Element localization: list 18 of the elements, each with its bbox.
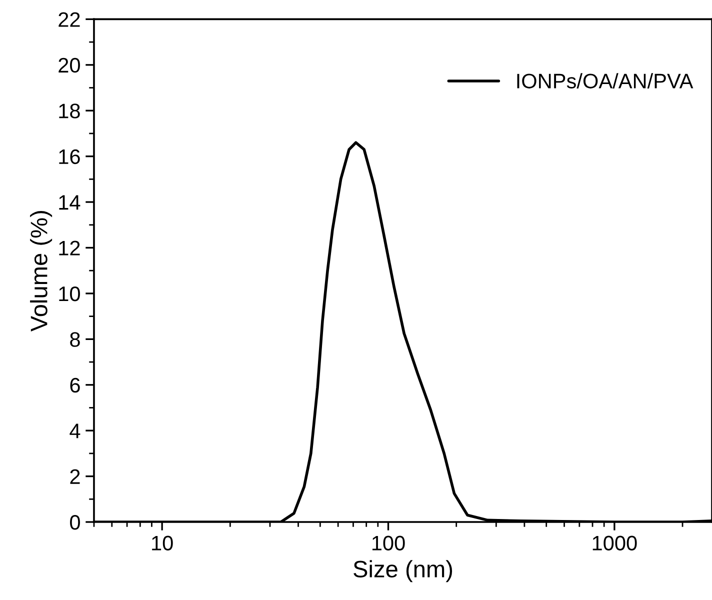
x-tick-label: 1000 [592, 536, 637, 550]
y-tick-label: 10 [59, 286, 80, 302]
y-tick-label: 0 [70, 515, 80, 530]
y-tick-label: 22 [58, 12, 80, 27]
y-axis-title: Volume (%) [30, 211, 52, 332]
y-tick-label: 20 [58, 58, 80, 73]
legend-label: IONPs/OA/AN/PVA [517, 73, 694, 88]
x-tick-label: 100 [372, 536, 405, 550]
y-tick-label: 18 [59, 104, 80, 118]
y-tick-label: 14 [59, 195, 80, 210]
y-tick-label: 2 [70, 469, 80, 484]
x-axis-title: Size (nm) [354, 560, 452, 582]
y-tick-label: 16 [59, 149, 80, 164]
y-tick-label: 8 [70, 332, 80, 347]
y-tick-label: 4 [70, 424, 80, 438]
y-tick-label: 12 [59, 240, 80, 256]
y-tick-label: 6 [70, 378, 80, 393]
x-tick-label: 10 [152, 536, 173, 550]
